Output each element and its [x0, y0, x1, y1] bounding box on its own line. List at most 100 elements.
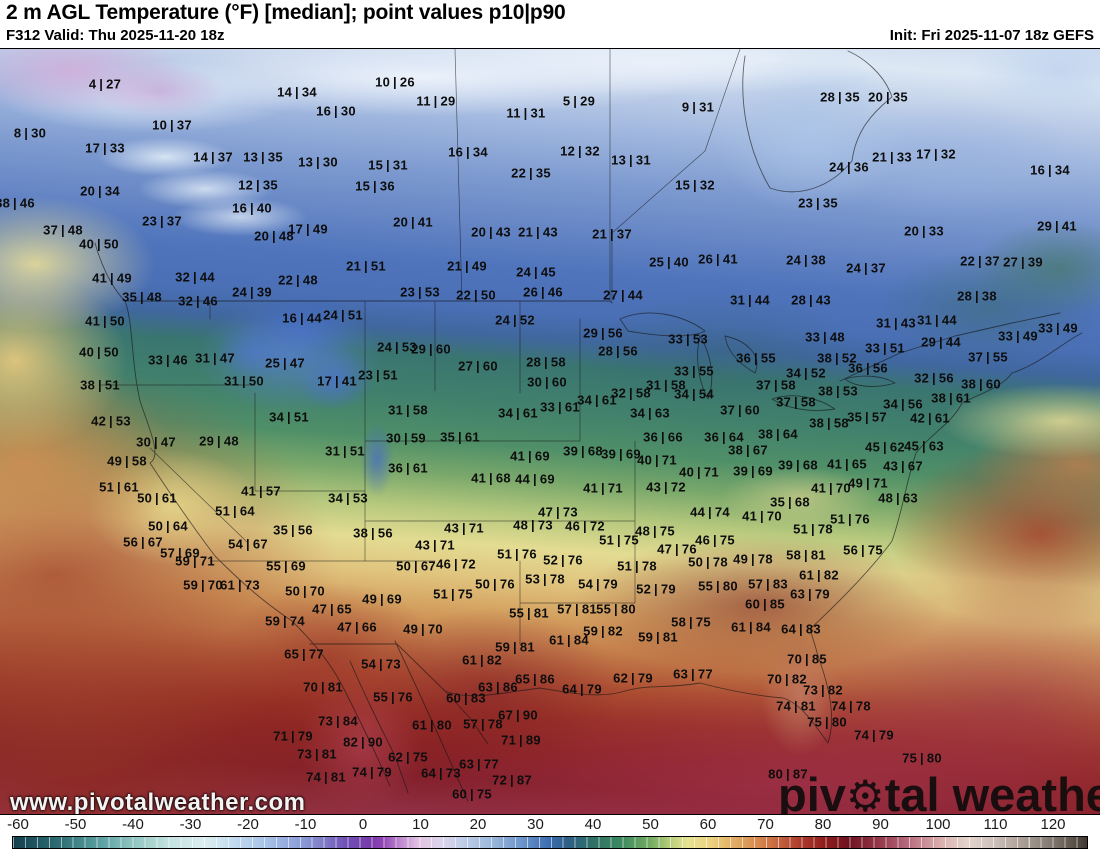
- point-value: 75 | 80: [902, 750, 942, 766]
- point-value: 46 | 72: [565, 518, 605, 534]
- point-value: 34 | 56: [883, 396, 923, 412]
- point-value: 54 | 67: [228, 536, 268, 552]
- point-value: 72 | 87: [492, 772, 532, 788]
- point-value: 8 | 30: [13, 125, 47, 141]
- point-value: 22 | 37: [960, 253, 1000, 269]
- point-value: 38 | 61: [931, 390, 971, 406]
- point-value: 70 | 85: [787, 651, 827, 667]
- point-value: 36 | 66: [643, 429, 683, 445]
- point-value: 40 | 71: [679, 464, 719, 480]
- point-value: 17 | 32: [916, 146, 956, 162]
- point-value: 43 | 72: [646, 479, 686, 495]
- point-value: 39 | 69: [601, 446, 641, 462]
- colorbar-tick-label: -40: [122, 816, 144, 833]
- point-value: 33 | 49: [998, 328, 1038, 344]
- point-value: 61 | 82: [462, 652, 502, 668]
- point-value: 27 | 60: [458, 358, 498, 374]
- point-value: 38 | 64: [758, 426, 798, 442]
- point-value: 38 | 46: [0, 195, 35, 211]
- point-value: 49 | 69: [362, 591, 402, 607]
- point-value: 74 | 81: [776, 698, 816, 714]
- point-value: 15 | 31: [368, 157, 408, 173]
- point-value: 14 | 34: [277, 84, 317, 100]
- point-value: 4 | 27: [88, 76, 122, 92]
- point-value: 29 | 44: [921, 334, 961, 350]
- point-value: 31 | 44: [917, 312, 957, 328]
- point-value: 13 | 31: [611, 152, 651, 168]
- point-value: 29 | 60: [411, 341, 451, 357]
- point-value: 34 | 53: [328, 490, 368, 506]
- geography-borders: [94, 49, 1083, 802]
- point-value: 47 | 65: [312, 601, 352, 617]
- point-value: 27 | 39: [1003, 254, 1043, 270]
- point-value: 11 | 31: [506, 105, 546, 121]
- point-value: 45 | 62: [865, 439, 905, 455]
- point-value: 20 | 34: [80, 183, 120, 199]
- point-value: 62 | 79: [613, 670, 653, 686]
- point-value: 20 | 33: [904, 223, 944, 239]
- point-value: 36 | 56: [848, 360, 888, 376]
- point-value: 54 | 79: [578, 576, 618, 592]
- point-value: 35 | 48: [122, 289, 162, 305]
- point-value: 32 | 56: [914, 370, 954, 386]
- point-value: 25 | 40: [649, 254, 689, 270]
- point-value: 38 | 52: [817, 350, 857, 366]
- colorbar-tick-label: 0: [358, 816, 368, 833]
- site-watermark: www.pivotalweather.com: [10, 789, 306, 815]
- point-value: 56 | 75: [843, 542, 883, 558]
- point-value: 37 | 60: [720, 402, 760, 418]
- point-value: 24 | 37: [846, 260, 886, 276]
- point-value: 21 | 49: [447, 258, 487, 274]
- point-value: 48 | 73: [513, 517, 553, 533]
- point-value: 40 | 50: [79, 344, 119, 360]
- colorbar-tick-label: 90: [872, 816, 889, 833]
- point-value: 59 | 71: [175, 553, 215, 569]
- point-value: 51 | 75: [433, 586, 473, 602]
- point-value: 74 | 81: [306, 769, 346, 785]
- colorbar-cell-lines: [13, 837, 1087, 848]
- point-value: 31 | 50: [224, 373, 264, 389]
- point-value: 32 | 46: [178, 293, 218, 309]
- point-value: 46 | 75: [695, 532, 735, 548]
- point-value: 21 | 43: [518, 224, 558, 240]
- brand-prefix: piv: [778, 768, 846, 815]
- point-value: 58 | 81: [786, 547, 826, 563]
- point-value: 20 | 48: [254, 228, 294, 244]
- point-value: 31 | 44: [730, 292, 770, 308]
- point-value: 35 | 68: [770, 494, 810, 510]
- point-value: 16 | 30: [316, 103, 356, 119]
- point-value: 60 | 83: [446, 690, 486, 706]
- point-value: 36 | 61: [388, 460, 428, 476]
- point-value: 38 | 58: [809, 415, 849, 431]
- temperature-fill-raster: [0, 49, 1100, 814]
- valid-time-label: F312 Valid: Thu 2025-11-20 18z: [6, 27, 225, 44]
- point-value: 55 | 76: [373, 689, 413, 705]
- point-value: 11 | 29: [416, 93, 456, 109]
- point-value: 51 | 76: [830, 511, 870, 527]
- point-value: 51 | 61: [99, 479, 139, 495]
- page-title: 2 m AGL Temperature (°F) [median]; point…: [6, 1, 566, 24]
- point-value: 26 | 41: [698, 251, 738, 267]
- point-value: 47 | 73: [538, 504, 578, 520]
- point-value: 35 | 57: [847, 409, 887, 425]
- point-value: 67 | 90: [498, 707, 538, 723]
- point-value: 27 | 44: [603, 287, 643, 303]
- init-time-label: Init: Fri 2025-11-07 18z GEFS: [889, 27, 1094, 44]
- point-value: 24 | 39: [232, 284, 272, 300]
- point-value: 28 | 56: [598, 343, 638, 359]
- temperature-colorbar: -60 -50 -40 -30 -20 -10 0 10 20 30 40 50 60 70 80 90 100…: [0, 815, 1100, 850]
- point-value: 20 | 35: [868, 89, 908, 105]
- colorbar-tick-label: 30: [527, 816, 544, 833]
- point-value: 63 | 77: [673, 666, 713, 682]
- point-value: 16 | 34: [448, 144, 488, 160]
- brand-watermark: piv⚙tal weather: [778, 767, 1100, 815]
- point-value: 24 | 53: [377, 339, 417, 355]
- colorbar-tick-label: 110: [983, 816, 1008, 833]
- point-value: 43 | 71: [444, 520, 484, 536]
- point-value: 30 | 47: [136, 434, 176, 450]
- point-value: 33 | 61: [540, 399, 580, 415]
- point-value: 44 | 69: [515, 471, 555, 487]
- point-value: 41 | 70: [811, 480, 851, 496]
- point-value: 28 | 35: [820, 89, 860, 105]
